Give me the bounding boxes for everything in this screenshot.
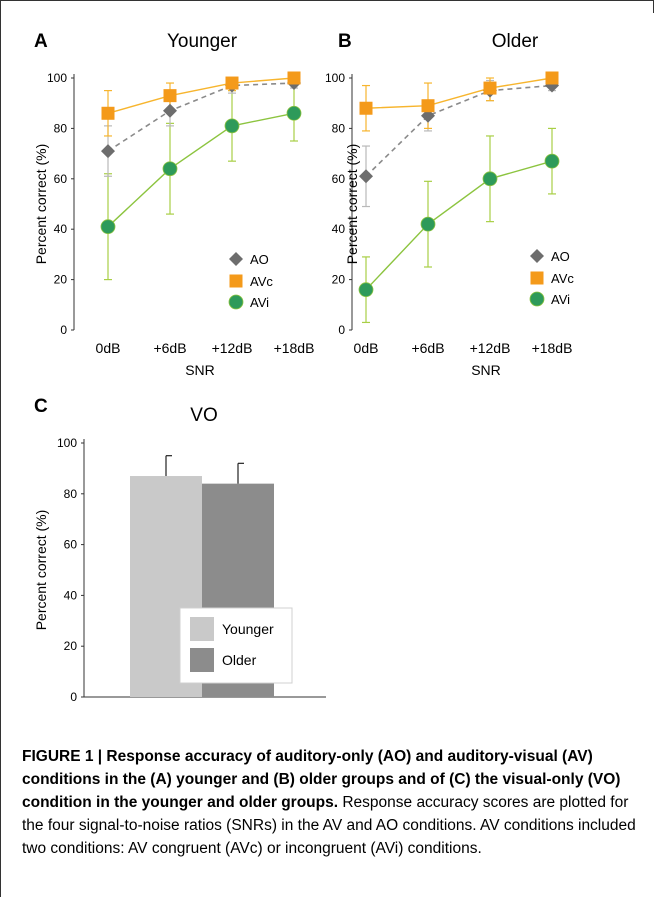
panel-b-avi-point (420, 216, 436, 232)
panel-b-ytick-label: 100 (325, 71, 345, 85)
panel-b-avi-point (544, 153, 560, 169)
panel-b-legend-avc-label: AVc (551, 271, 574, 286)
panel-b-ylabel: Percent correct (%) (344, 144, 360, 265)
panel-b-ao-point (359, 169, 373, 184)
panel-a-legend-avi-marker (228, 294, 244, 310)
panel-a-avc-point (163, 89, 177, 103)
panel-a-legend-avc-label: AVc (250, 274, 273, 289)
panel-c-ytick-label: 0 (70, 690, 77, 704)
panel-b-avi-line (365, 160, 553, 291)
panel-a-avc-point (225, 76, 239, 90)
panel-b-legend-ao-marker (530, 249, 544, 263)
panel-b-avi-point (482, 171, 498, 187)
panel-b-legend-ao-label: AO (551, 249, 570, 264)
panel-a-avc-point (287, 71, 301, 85)
panel-a-avc-line (107, 77, 295, 114)
panel-b-letter: B (338, 31, 352, 52)
panel-a-xtick-label: 0dB (96, 340, 121, 356)
panel-a-avi-point (162, 161, 178, 177)
panel-a-avi-line (107, 112, 295, 228)
panel-a-ytick-label: 80 (54, 121, 68, 135)
panel-a-xtick-label: +12dB (212, 340, 253, 356)
panel-a-ylabel: Percent correct (%) (33, 144, 49, 265)
panel-b-avc-point (483, 81, 497, 95)
panel-b-avi-point (358, 282, 374, 298)
panel-c-ytick-label: 60 (64, 538, 78, 552)
panel-b-xtick-label: 0dB (354, 340, 379, 356)
figure-frame-left (0, 0, 1, 897)
panel-c-legend-younger-swatch (190, 617, 214, 641)
panel-a-ytick-label: 40 (54, 222, 68, 236)
panel-a-avc-point (101, 106, 115, 120)
panel-b-ytick-label: 60 (332, 172, 346, 186)
caption-bold: FIGURE 1 | Response accuracy of auditory… (22, 748, 621, 811)
panel-a-xtick-label: +6dB (153, 340, 186, 356)
panel-c-ytick-label: 80 (64, 487, 78, 501)
panel-b-ytick-label: 20 (332, 273, 346, 287)
panel-b-title: Older (492, 31, 539, 52)
panel-a-xtick-label: +18dB (274, 340, 315, 356)
panel-b-xtick-label: +18dB (532, 340, 573, 356)
panel-a-avi-point (224, 118, 240, 134)
panel-a-ao-point (101, 144, 115, 159)
panel-b-ao-line (365, 84, 553, 177)
panel-c-legend-older-swatch (190, 648, 214, 672)
panel-a-ytick-label: 0 (60, 323, 67, 337)
panel-c-ylabel: Percent correct (%) (33, 510, 49, 631)
panel-b-xlabel: SNR (471, 362, 501, 378)
panel-a-ytick-label: 100 (47, 71, 67, 85)
panel-c-legend-younger-label: Younger (222, 621, 274, 637)
panel-a-avi-point (100, 219, 116, 235)
panel-b-xtick-label: +12dB (470, 340, 511, 356)
panel-a-ytick-label: 60 (54, 172, 68, 186)
panel-a-letter: A (34, 31, 48, 52)
panel-a-legend-ao-label: AO (250, 252, 269, 267)
panel-c-ytick-label: 40 (64, 588, 78, 602)
panel-c-letter: C (34, 396, 48, 417)
panel-c-title: VO (190, 405, 217, 426)
panel-b-legend-avi-label: AVi (551, 292, 570, 307)
panel-c-ytick-label: 100 (57, 436, 77, 450)
panel-b-ao-point (421, 108, 435, 123)
panel-a-ao-point (163, 103, 177, 118)
panel-b-ytick-label: 40 (332, 222, 346, 236)
panel-b-legend-avc-marker (530, 271, 544, 285)
panel-b-avc-point (545, 71, 559, 85)
panel-b-xtick-label: +6dB (411, 340, 444, 356)
panel-a-legend-ao-marker (229, 252, 243, 266)
panel-a-legend-avc-marker (229, 274, 243, 288)
panel-a-xlabel: SNR (185, 362, 215, 378)
caption-text: Response accuracy scores are plotted for… (22, 794, 636, 857)
panel-b-avc-point (359, 101, 373, 115)
panel-a-title: Younger (167, 31, 238, 52)
panel-c-legend-older-label: Older (222, 652, 257, 668)
panel-b-avc-line (365, 77, 553, 109)
panel-b-ytick-label: 80 (332, 121, 346, 135)
panel-c-ytick-label: 20 (64, 639, 78, 653)
figure-canvas: A Younger 0 20 40 60 80 100 Percent correct (%) 0… (33, 31, 574, 704)
panel-b-legend-avi-marker (529, 291, 545, 307)
figure-caption: FIGURE 1 | Response accuracy of auditory… (22, 745, 642, 860)
panel-a-avi-point (286, 105, 302, 121)
panel-b-ytick-label: 0 (338, 323, 345, 337)
panel-a-ytick-label: 20 (54, 273, 68, 287)
panel-b-avc-point (421, 99, 435, 113)
panel-a-legend-avi-label: AVi (250, 295, 269, 310)
panel-a-ao-line (107, 82, 295, 152)
